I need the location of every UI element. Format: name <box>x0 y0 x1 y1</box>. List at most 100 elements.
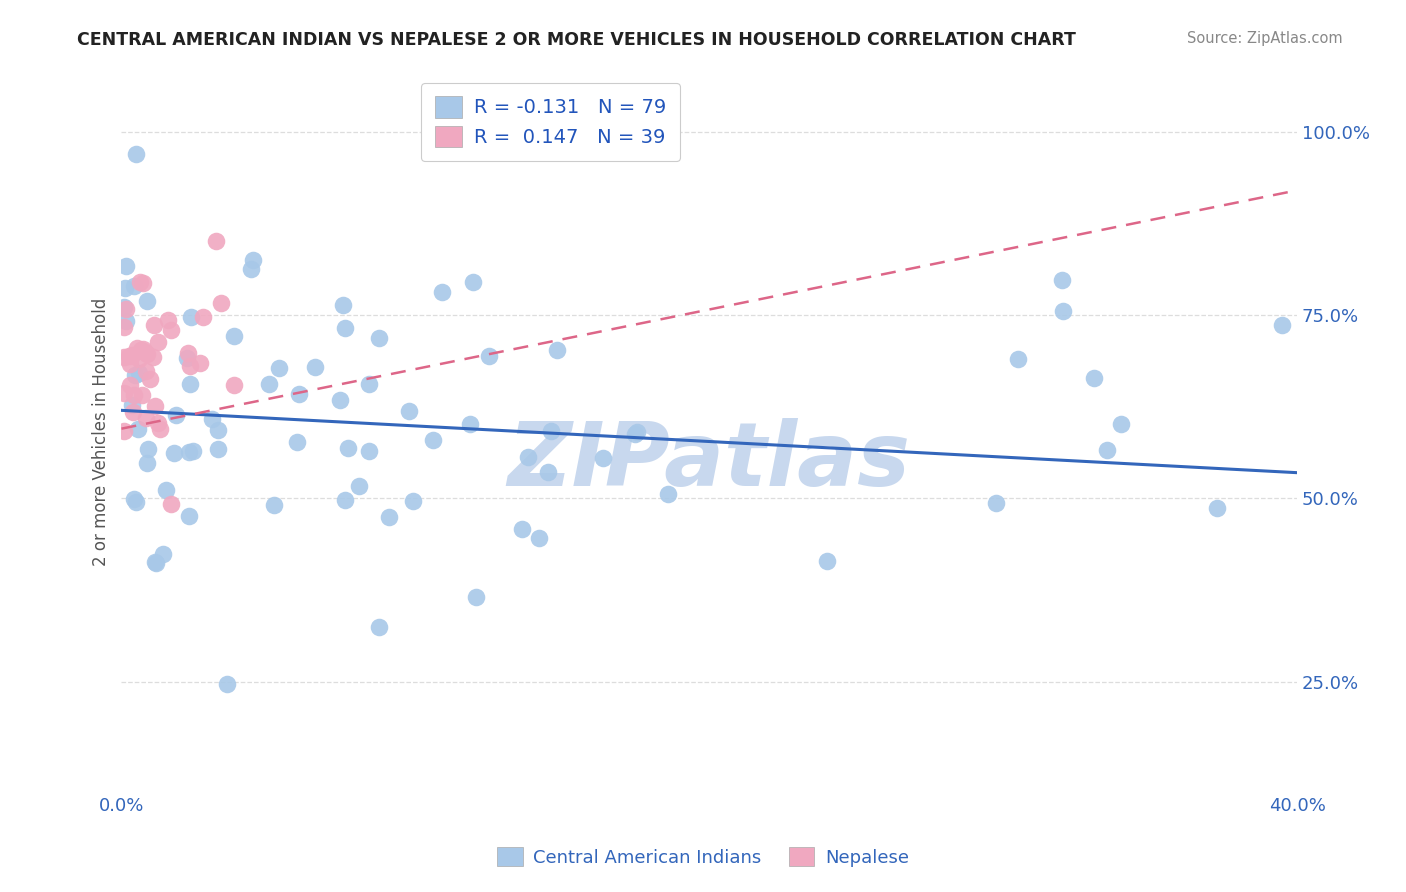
Point <box>657 487 679 501</box>
Point <box>135 364 157 378</box>
Point <box>148 422 170 436</box>
Point <box>134 345 156 359</box>
Point <box>209 296 232 310</box>
Point <box>329 392 352 407</box>
Point <box>349 479 371 493</box>
Point <box>626 425 648 440</box>
Point <box>177 509 200 524</box>
Point <box>179 376 201 391</box>
Point <box>114 280 136 294</box>
Point <box>115 259 138 273</box>
Point <box>815 554 838 568</box>
Point <box>624 427 647 442</box>
Point <box>145 556 167 570</box>
Point <box>1052 304 1074 318</box>
Point <box>135 347 157 361</box>
Point <box>135 410 157 425</box>
Point <box>165 409 187 423</box>
Point <box>131 388 153 402</box>
Point <box>458 417 481 432</box>
Point <box>478 350 501 364</box>
Point <box>112 351 135 365</box>
Point <box>136 442 159 456</box>
Point <box>125 494 148 508</box>
Point <box>540 424 562 438</box>
Point <box>1007 351 1029 366</box>
Point <box>177 346 200 360</box>
Point <box>146 416 169 430</box>
Point <box>142 350 165 364</box>
Point <box>207 423 229 437</box>
Text: CENTRAL AMERICAN INDIAN VS NEPALESE 2 OR MORE VEHICLES IN HOUSEHOLD CORRELATION : CENTRAL AMERICAN INDIAN VS NEPALESE 2 OR… <box>77 31 1076 49</box>
Point <box>422 433 444 447</box>
Point <box>122 492 145 507</box>
Point <box>125 146 148 161</box>
Point <box>159 323 181 337</box>
Point <box>527 531 550 545</box>
Point <box>332 298 354 312</box>
Point <box>176 351 198 366</box>
Point <box>125 341 148 355</box>
Point <box>121 398 143 412</box>
Point <box>180 310 202 325</box>
Point <box>242 252 264 267</box>
Point <box>536 465 558 479</box>
Point <box>368 620 391 634</box>
Point <box>127 422 149 436</box>
Point <box>398 404 420 418</box>
Point <box>129 275 152 289</box>
Point <box>465 590 488 604</box>
Point <box>592 451 614 466</box>
Point <box>367 331 389 345</box>
Point <box>128 366 150 380</box>
Point <box>135 293 157 308</box>
Point <box>546 343 568 358</box>
Point <box>207 442 229 456</box>
Point <box>201 412 224 426</box>
Point <box>112 320 135 334</box>
Point <box>124 368 146 382</box>
Point <box>1205 501 1227 516</box>
Point <box>122 388 145 402</box>
Point <box>115 314 138 328</box>
Point <box>1050 273 1073 287</box>
Point <box>112 385 135 400</box>
Text: Source: ZipAtlas.com: Source: ZipAtlas.com <box>1187 31 1343 46</box>
Point <box>288 386 311 401</box>
Point <box>188 356 211 370</box>
Legend: R = -0.131   N = 79, R =  0.147   N = 39: R = -0.131 N = 79, R = 0.147 N = 39 <box>422 83 679 161</box>
Point <box>118 357 141 371</box>
Point <box>984 496 1007 510</box>
Point <box>461 275 484 289</box>
Point <box>112 424 135 438</box>
Point <box>159 497 181 511</box>
Point <box>118 377 141 392</box>
Point <box>177 445 200 459</box>
Point <box>204 235 226 249</box>
Point <box>359 376 381 391</box>
Point <box>142 318 165 332</box>
Text: ZIPatlas: ZIPatlas <box>508 417 911 505</box>
Point <box>122 278 145 293</box>
Point <box>510 522 533 536</box>
Point <box>263 498 285 512</box>
Point <box>129 343 152 358</box>
Point <box>285 434 308 449</box>
Point <box>155 483 177 497</box>
Point <box>135 456 157 470</box>
Point <box>333 493 356 508</box>
Point <box>224 329 246 343</box>
Point <box>115 302 138 317</box>
Point <box>157 313 180 327</box>
Point <box>402 494 425 508</box>
Point <box>215 677 238 691</box>
Y-axis label: 2 or more Vehicles in Household: 2 or more Vehicles in Household <box>93 298 110 566</box>
Point <box>139 372 162 386</box>
Point <box>122 405 145 419</box>
Point <box>143 555 166 569</box>
Point <box>179 359 201 373</box>
Point <box>337 441 360 455</box>
Point <box>1271 318 1294 332</box>
Point <box>516 450 538 465</box>
Point <box>121 348 143 362</box>
